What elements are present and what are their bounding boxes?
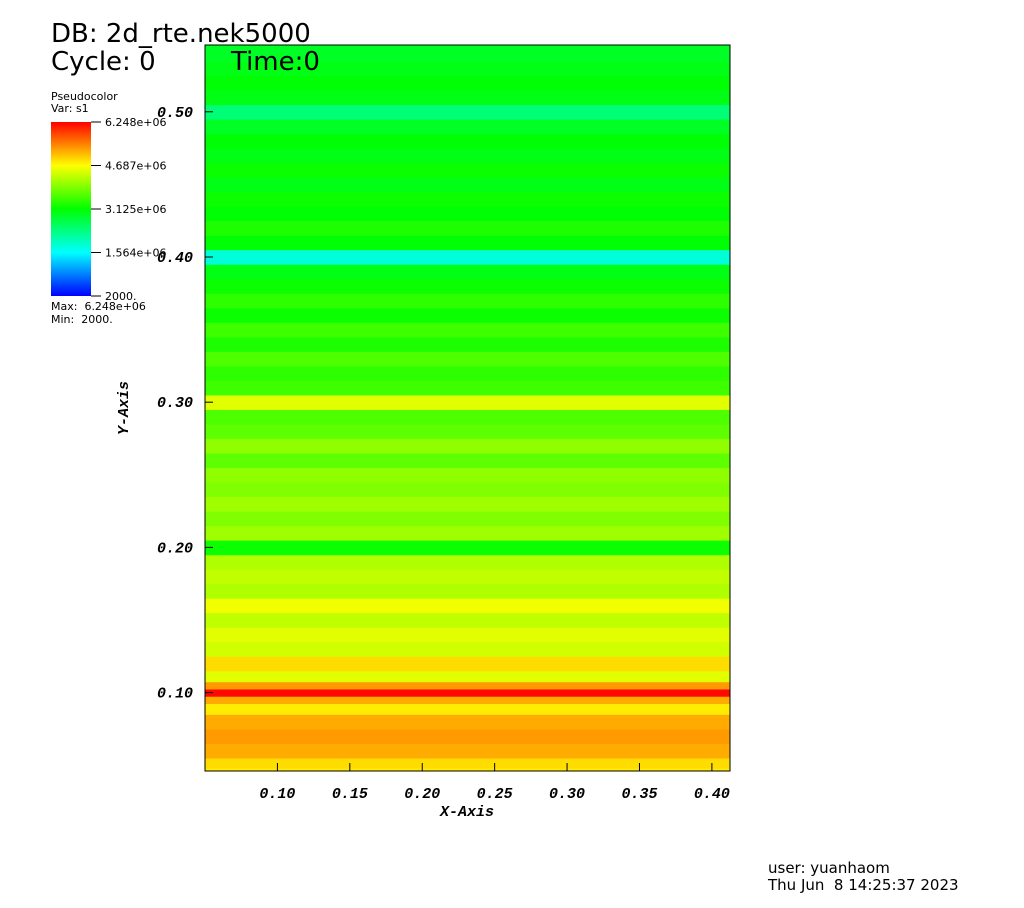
color-band xyxy=(205,511,730,527)
color-band xyxy=(205,569,730,585)
color-band xyxy=(205,743,730,759)
color-band xyxy=(205,583,730,599)
color-band xyxy=(205,75,730,91)
color-band xyxy=(205,641,730,657)
min-label: Min: 2000. xyxy=(51,313,113,326)
x-tick-label: 0.35 xyxy=(621,786,657,803)
x-tick-label: 0.20 xyxy=(404,786,440,803)
colorbar xyxy=(51,122,91,296)
color-band xyxy=(205,119,730,135)
db-label: DB: 2d_rte.nek5000 xyxy=(51,19,311,49)
color-band xyxy=(205,293,730,309)
color-band xyxy=(205,133,730,149)
y-tick-label: 0.10 xyxy=(157,686,193,703)
color-band xyxy=(205,696,730,704)
color-band xyxy=(205,235,730,251)
color-band xyxy=(205,365,730,381)
plot-frame xyxy=(204,44,731,772)
y-tick-label: 0.40 xyxy=(157,250,193,267)
x-tick-label: 0.30 xyxy=(549,786,585,803)
variable-label: Var: s1 xyxy=(51,102,89,115)
legend-title: Pseudocolor xyxy=(51,90,118,103)
color-band xyxy=(205,336,730,352)
color-band xyxy=(205,598,730,614)
date-label: Thu Jun 8 14:25:37 2023 xyxy=(767,876,959,894)
x-tick-label: 0.10 xyxy=(259,786,295,803)
color-band xyxy=(205,264,730,280)
x-tick-label: 0.15 xyxy=(332,786,368,803)
color-band xyxy=(205,554,730,570)
y-axis-title: Y-Axis xyxy=(116,381,133,435)
user-label: user: yuanhaom xyxy=(768,859,890,877)
color-band xyxy=(205,49,730,62)
max-label: Max: 6.248e+06 xyxy=(51,300,146,313)
color-band xyxy=(205,351,730,367)
color-band xyxy=(205,670,730,683)
colorbar-tick-label: 1.564e+06 xyxy=(105,246,166,259)
color-band xyxy=(205,467,730,483)
colorbar-tick-label: 4.687e+06 xyxy=(105,159,166,172)
color-band xyxy=(205,148,730,164)
color-band xyxy=(205,627,730,643)
color-band xyxy=(205,438,730,454)
color-band xyxy=(205,656,730,672)
color-band xyxy=(205,394,730,410)
color-band xyxy=(205,278,730,294)
color-band xyxy=(205,409,730,425)
color-band xyxy=(205,757,730,769)
color-band xyxy=(205,714,730,730)
color-band xyxy=(205,322,730,338)
cycle-label: Cycle: 0 xyxy=(51,47,156,77)
color-band xyxy=(205,768,730,772)
color-band xyxy=(205,191,730,207)
y-tick-label: 0.20 xyxy=(157,540,193,557)
color-band xyxy=(205,307,730,323)
color-band xyxy=(205,220,730,236)
y-tick-label: 0.50 xyxy=(157,105,193,122)
plot-area xyxy=(205,45,730,772)
color-band xyxy=(205,162,730,178)
color-band xyxy=(205,45,730,50)
color-band xyxy=(205,380,730,396)
color-band xyxy=(205,60,730,76)
color-band xyxy=(205,104,730,120)
color-band xyxy=(205,612,730,628)
colorbar-tick-label: 6.248e+06 xyxy=(105,116,166,129)
color-band xyxy=(205,90,730,106)
color-band xyxy=(205,728,730,744)
color-band xyxy=(205,688,730,697)
x-axis-title: X-Axis xyxy=(439,804,494,821)
color-band xyxy=(205,482,730,498)
y-tick-label: 0.30 xyxy=(157,395,193,412)
color-band xyxy=(205,525,730,541)
color-band xyxy=(205,681,730,690)
color-band xyxy=(205,249,730,265)
color-band xyxy=(205,206,730,222)
color-band xyxy=(205,496,730,512)
x-tick-label: 0.25 xyxy=(477,786,513,803)
colorbar-tick-label: 3.125e+06 xyxy=(105,203,166,216)
color-band xyxy=(205,453,730,469)
color-band xyxy=(205,540,730,556)
color-band xyxy=(205,703,730,715)
x-tick-label: 0.40 xyxy=(694,786,730,803)
time-label: Time:0 xyxy=(230,47,320,77)
colorbar-tick-label: 2000. xyxy=(105,290,137,303)
color-band xyxy=(205,177,730,193)
color-band xyxy=(205,423,730,439)
